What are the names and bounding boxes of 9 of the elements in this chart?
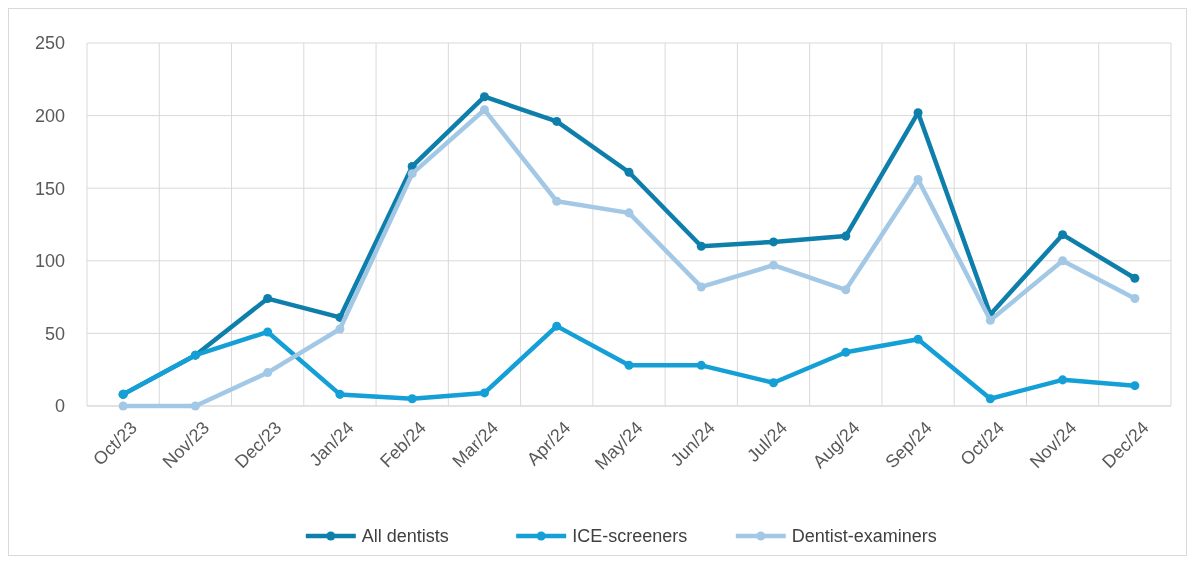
y-tick-label: 200 <box>34 105 65 126</box>
y-tick-label: 50 <box>44 323 65 344</box>
legend-label: All dentists <box>361 526 449 547</box>
y-tick-label: 250 <box>34 33 65 54</box>
y-tick-label: 0 <box>54 396 65 417</box>
legend-label: Dentist-examiners <box>791 526 937 547</box>
y-tick-label: 150 <box>34 178 65 199</box>
y-tick-label: 100 <box>34 251 65 272</box>
legend-label: ICE-screeners <box>572 526 688 547</box>
